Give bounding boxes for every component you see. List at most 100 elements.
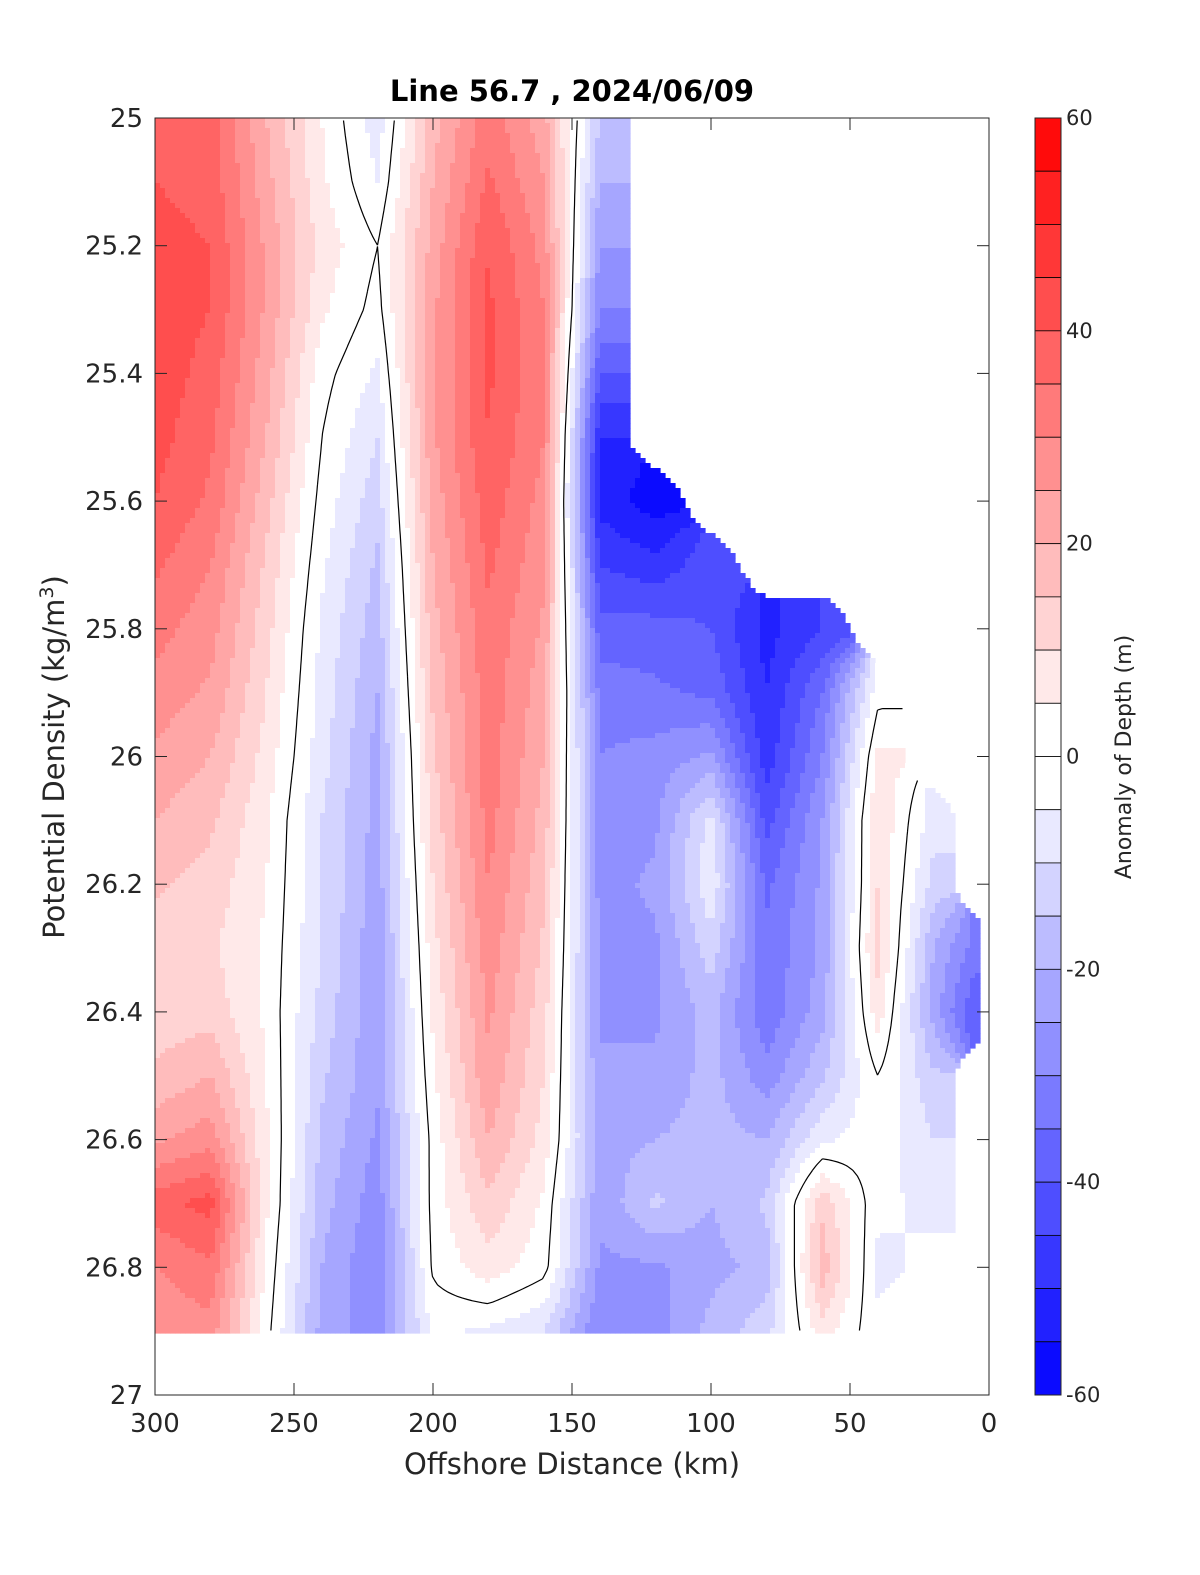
contour-cell <box>325 148 331 154</box>
contour-cell <box>595 148 601 154</box>
contour-cell <box>500 148 506 154</box>
contour-cell <box>505 123 511 129</box>
contour-cell <box>350 133 356 139</box>
contour-cell <box>305 133 311 139</box>
contour-cell <box>560 148 566 154</box>
contour-cell <box>180 138 186 144</box>
contour-cell <box>460 118 466 124</box>
contour-cell <box>405 128 411 134</box>
contour-cell <box>435 158 441 164</box>
contour-cell <box>605 138 611 144</box>
contour-cell <box>240 163 246 169</box>
contour-cell <box>625 133 631 139</box>
contour-cell <box>315 143 321 149</box>
contour-cell <box>235 128 241 134</box>
contour-cell <box>555 118 561 124</box>
contour-cell <box>265 138 271 144</box>
contour-cell <box>430 148 436 154</box>
contour-cell <box>365 128 371 134</box>
contour-cell <box>225 143 231 149</box>
contour-cell <box>520 138 526 144</box>
contour-cell <box>595 128 601 134</box>
contour-cell <box>385 118 391 124</box>
contour-cell <box>375 158 381 164</box>
contour-cell <box>315 123 321 129</box>
contour-cell <box>220 118 226 124</box>
contour-cell <box>585 163 591 169</box>
contour-cell <box>210 138 216 144</box>
contour-cell <box>530 153 536 159</box>
contour-cell <box>295 128 301 134</box>
contour-cell <box>235 148 241 154</box>
contour-cell <box>180 128 186 134</box>
contour-cell <box>485 153 491 159</box>
contour-cell <box>565 143 571 149</box>
contour-cell <box>350 143 356 149</box>
contour-cell <box>305 163 311 169</box>
contour-cell <box>295 118 301 124</box>
contour-cell <box>500 163 506 169</box>
contour-cell <box>355 153 361 159</box>
contour-cell <box>570 128 576 134</box>
contour-cell <box>225 168 231 174</box>
contour-cell <box>580 158 586 164</box>
contour-cell <box>600 148 606 154</box>
contour-cell <box>235 133 241 139</box>
contour-cell <box>480 153 486 159</box>
contour-cell <box>375 118 381 124</box>
contour-cell <box>500 118 506 124</box>
contour-cell <box>380 153 386 159</box>
contour-cell <box>625 143 631 149</box>
contour-cell <box>495 133 501 139</box>
contour-cell <box>485 158 491 164</box>
contour-cell <box>300 123 306 129</box>
contour-cell <box>230 153 236 159</box>
contour-cell <box>575 133 581 139</box>
contour-cell <box>255 138 261 144</box>
contour-cell <box>250 148 256 154</box>
contour-cell <box>460 148 466 154</box>
contour-cell <box>515 158 521 164</box>
contour-cell <box>270 163 276 169</box>
contour-cell <box>245 143 251 149</box>
contour-cell <box>395 148 401 154</box>
contour-cell <box>270 143 276 149</box>
contour-cell <box>550 128 556 134</box>
contour-cell <box>485 143 491 149</box>
contour-cell <box>260 133 266 139</box>
contour-cell <box>180 123 186 129</box>
contour-cell <box>200 118 206 124</box>
contour-cell <box>585 148 591 154</box>
contour-cell <box>545 158 551 164</box>
contour-cell <box>415 148 421 154</box>
contour-cell <box>510 128 516 134</box>
contour-cell <box>300 138 306 144</box>
contour-cell <box>210 158 216 164</box>
contour-cell <box>500 138 506 144</box>
contour-cell <box>215 138 221 144</box>
contour-cell <box>275 163 281 169</box>
contour-cell <box>215 153 221 159</box>
contour-cell <box>435 153 441 159</box>
contour-cell <box>190 148 196 154</box>
contour-cell <box>225 118 231 124</box>
contour-cell <box>355 163 361 169</box>
contour-cell <box>185 143 191 149</box>
contour-cell <box>450 143 456 149</box>
contour-cell <box>565 163 571 169</box>
contour-cell <box>470 128 476 134</box>
contour-cell <box>335 123 341 129</box>
contour-cell <box>435 128 441 134</box>
contour-cell <box>330 148 336 154</box>
contour-cell <box>295 138 301 144</box>
contour-cell <box>415 153 421 159</box>
contour-cell <box>165 163 171 169</box>
contour-cell <box>580 148 586 154</box>
contour-cell <box>620 143 626 149</box>
contour-cell <box>330 158 336 164</box>
contour-cell <box>385 123 391 129</box>
contour-cell <box>195 133 201 139</box>
contour-cell <box>500 128 506 134</box>
contour-cell <box>450 158 456 164</box>
contour-cell <box>330 163 336 169</box>
